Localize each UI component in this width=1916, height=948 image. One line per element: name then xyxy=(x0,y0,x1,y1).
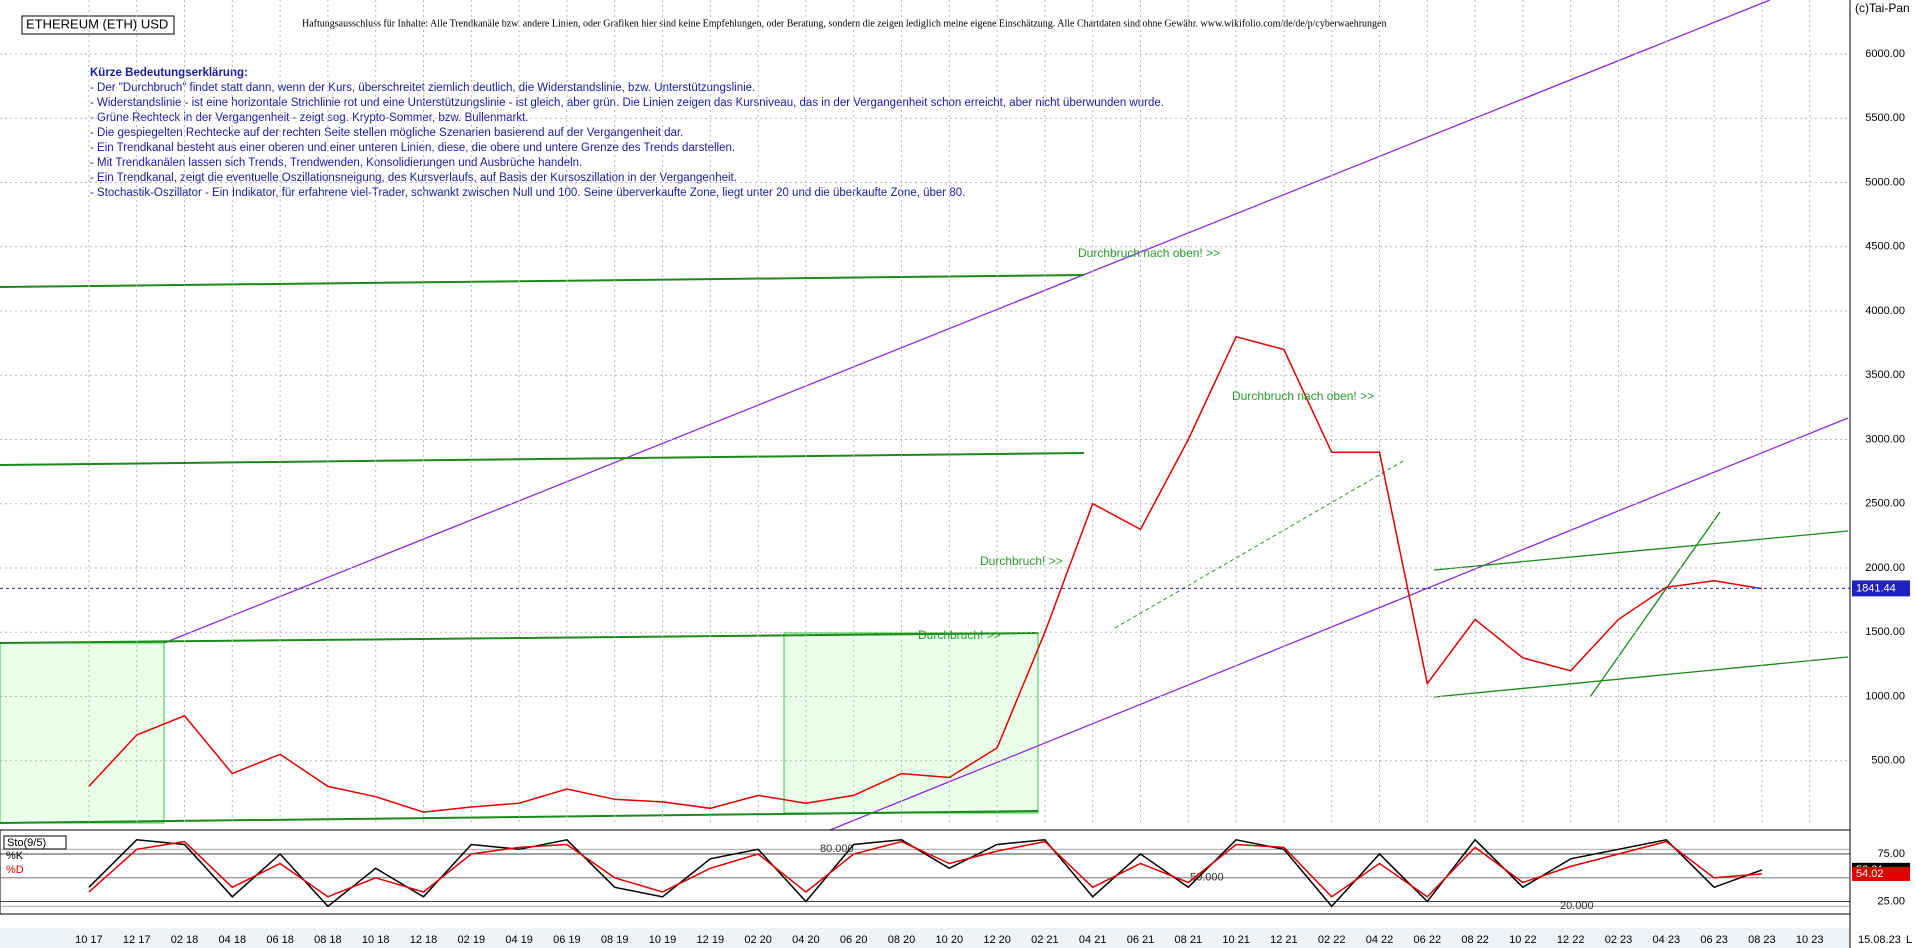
x-tick-label: 08 19 xyxy=(601,934,629,946)
trend-line xyxy=(829,417,1849,831)
x-tick-label: 02 22 xyxy=(1318,934,1346,946)
trend-line xyxy=(0,632,1039,644)
x-tick-label: 04 18 xyxy=(219,934,247,946)
note: - Widerstandslinie - ist eine horizontal… xyxy=(90,97,1164,109)
x-tick-label: 04 22 xyxy=(1366,934,1394,946)
title-box xyxy=(21,15,175,35)
y-tick-label: 75.00 xyxy=(1877,848,1905,860)
y-tick-label: 25.00 xyxy=(1877,895,1905,907)
x-tick-label: 02 20 xyxy=(744,934,772,946)
y-tick-label: 3500.00 xyxy=(1865,369,1905,381)
annotation: Durchbruch! >> xyxy=(918,628,1001,642)
note: - Stochastik-Oszillator - Ein Indikator,… xyxy=(90,187,965,199)
legend-entry: %D xyxy=(6,864,24,876)
x-tick-label: 04 20 xyxy=(792,934,820,946)
level-label: 80.000 xyxy=(820,843,854,855)
y-tick-label: 5000.00 xyxy=(1865,176,1905,188)
legend-heading: Kürze Bedeutungserklärung: xyxy=(90,67,248,79)
x-tick-label: 10 21 xyxy=(1222,934,1250,946)
value-label: 54.02 xyxy=(1856,868,1884,880)
x-tick-label: 08 20 xyxy=(888,934,916,946)
y-tick-label: 3000.00 xyxy=(1865,433,1905,445)
x-tick-label: 08 21 xyxy=(1175,934,1203,946)
value-box xyxy=(1852,866,1910,881)
note: - Die gespiegelten Rechtecke auf der rec… xyxy=(90,127,683,139)
y-tick-label: 4000.00 xyxy=(1865,305,1905,317)
x-axis-band xyxy=(0,928,1850,948)
x-tick-label: 12 18 xyxy=(410,934,438,946)
date-label: 15.08.23 xyxy=(1858,934,1901,946)
annotation: Durchbruch! >> xyxy=(980,554,1063,568)
x-tick-label: 04 21 xyxy=(1079,934,1107,946)
x-tick-label: 08 18 xyxy=(314,934,342,946)
annotation: Durchbruch nach oben! >> xyxy=(1232,389,1374,403)
x-tick-label: 12 21 xyxy=(1270,934,1298,946)
x-tick-label: 04 23 xyxy=(1653,934,1681,946)
x-tick-label: 10 19 xyxy=(649,934,677,946)
x-tick-label: 12 19 xyxy=(697,934,725,946)
y-tick-label: 2500.00 xyxy=(1865,498,1905,510)
trend-line xyxy=(0,274,1085,288)
x-tick-label: 10 18 xyxy=(362,934,390,946)
series-line xyxy=(88,840,1762,898)
y-tick-label: 1000.00 xyxy=(1865,690,1905,702)
y-tick-label: 2000.00 xyxy=(1865,562,1905,574)
x-tick-label: 06 21 xyxy=(1127,934,1155,946)
legend-box xyxy=(3,835,67,850)
x-tick-label: 02 21 xyxy=(1031,934,1059,946)
x-tick-label: 02 19 xyxy=(458,934,486,946)
trend-line xyxy=(1433,656,1849,698)
y-tick-label: 4500.00 xyxy=(1865,241,1905,253)
series-line xyxy=(88,838,1763,908)
x-tick-label: 08 22 xyxy=(1461,934,1489,946)
trend-line xyxy=(163,0,1771,644)
x-tick-label: 06 23 xyxy=(1700,934,1728,946)
footer-flag: L xyxy=(1906,934,1912,946)
x-tick-label: 10 23 xyxy=(1796,934,1824,946)
x-tick-label: 12 22 xyxy=(1557,934,1585,946)
note: - Grüne Rechteck in der Vergangenheit - … xyxy=(90,112,528,124)
x-tick-label: 06 22 xyxy=(1414,934,1442,946)
disclaimer: Haftungsausschluss für Inhalte: Alle Tre… xyxy=(302,18,1387,29)
x-tick-label: 12 20 xyxy=(983,934,1011,946)
last-price-box xyxy=(1852,580,1910,597)
stoch-panel xyxy=(0,829,1851,915)
trend-line xyxy=(1433,530,1849,571)
y-tick-label: 500.00 xyxy=(1871,755,1905,767)
x-tick-label: 06 19 xyxy=(553,934,581,946)
x-tick-label: 02 18 xyxy=(171,934,199,946)
x-tick-label: 06 20 xyxy=(840,934,868,946)
x-tick-label: 10 20 xyxy=(936,934,964,946)
trend-line xyxy=(0,452,1085,466)
x-tick-label: 02 23 xyxy=(1605,934,1633,946)
x-tick-label: 08 23 xyxy=(1748,934,1776,946)
note: - Mit Trendkanälen lassen sich Trends, T… xyxy=(90,157,582,169)
bull-box xyxy=(0,642,165,824)
copyright: (c)Tai-Pan xyxy=(1855,1,1910,15)
note: - Der "Durchbruch" findet statt dann, we… xyxy=(90,82,755,94)
level-label: 20.000 xyxy=(1560,900,1594,912)
x-tick-label: 10 22 xyxy=(1509,934,1537,946)
series-line xyxy=(88,335,1763,813)
y-tick-label: 1500.00 xyxy=(1865,626,1905,638)
note: - Ein Trendkanal, zeigt die eventuelle O… xyxy=(90,172,737,184)
x-tick-label: 10 17 xyxy=(75,934,103,946)
chart-title: ETHEREUM (ETH) USD xyxy=(26,16,168,31)
legend-entry: %K xyxy=(6,850,24,862)
last-price-label: 1841.44 xyxy=(1856,582,1896,594)
x-tick-label: 06 18 xyxy=(266,934,294,946)
note: - Ein Trendkanal besteht aus einer obere… xyxy=(90,142,735,154)
y-tick-label: 5500.00 xyxy=(1865,112,1905,124)
bull-box xyxy=(783,632,1039,814)
stoch-title: Sto(9/5) xyxy=(7,837,46,849)
x-tick-label: 12 17 xyxy=(123,934,151,946)
trend-line xyxy=(1589,511,1721,698)
x-tick-label: 04 19 xyxy=(505,934,533,946)
y-tick-label: 6000.00 xyxy=(1865,48,1905,60)
annotation: Durchbruch nach oben! >> xyxy=(1078,246,1220,260)
